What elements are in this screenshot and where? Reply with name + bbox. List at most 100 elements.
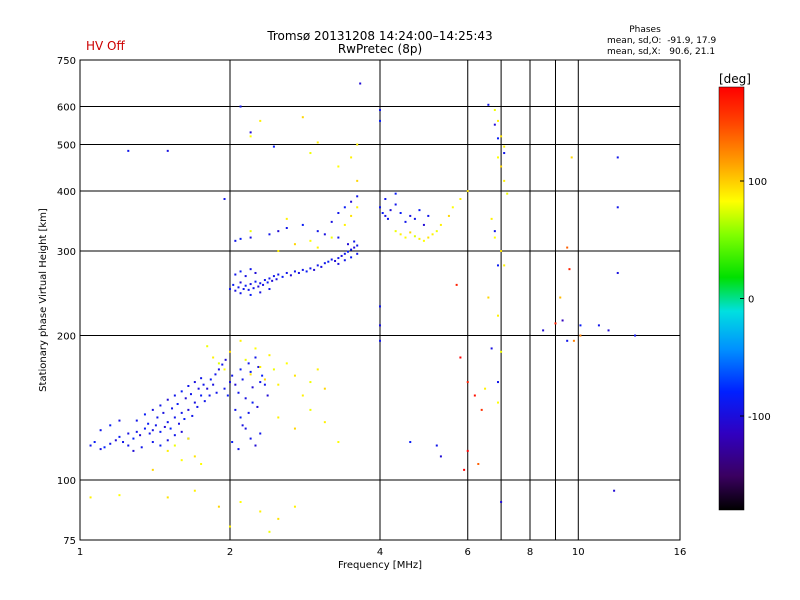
echo-point (184, 397, 187, 400)
echo-point (459, 198, 462, 201)
echo-point (350, 248, 353, 251)
echo-point (239, 237, 242, 240)
echo-point (118, 435, 121, 438)
echo-point (229, 350, 231, 353)
echo-point (570, 156, 573, 159)
echo-point (249, 236, 252, 239)
echo-point (263, 383, 266, 386)
echo-point (506, 192, 509, 195)
echo-point (200, 394, 203, 397)
echo-point (418, 237, 421, 240)
echo-point (394, 203, 397, 206)
echo-point (234, 273, 237, 276)
echo-point (173, 394, 176, 397)
echo-point (386, 217, 389, 220)
echo-point (259, 381, 262, 384)
echo-point (266, 281, 269, 284)
echo-point (566, 246, 569, 249)
echo-point (293, 427, 296, 430)
echo-point (122, 441, 125, 444)
grid-lines (80, 60, 680, 540)
echo-point (247, 362, 250, 365)
echo-point (487, 296, 490, 299)
echo-point (259, 432, 262, 435)
echo-point (490, 217, 493, 220)
echo-point (439, 455, 442, 458)
echo-point (309, 408, 312, 411)
echo-point (379, 324, 381, 327)
echo-point (277, 517, 280, 520)
echo-point (496, 401, 499, 404)
echo-point (229, 288, 231, 291)
echo-point (346, 243, 349, 246)
echo-point (127, 432, 130, 435)
echo-point (493, 236, 496, 239)
echo-point (239, 416, 242, 419)
echo-point (350, 200, 353, 203)
echo-point (244, 275, 247, 278)
y-tick-label: 600 (57, 103, 76, 114)
echo-point (268, 288, 271, 291)
echo-point (500, 165, 503, 168)
echo-point (193, 381, 196, 384)
echo-point (561, 319, 564, 322)
echo-point (241, 424, 244, 427)
echo-point (413, 217, 416, 220)
echo-point (176, 403, 179, 406)
echo-point (229, 525, 231, 528)
x-tick-label: 16 (674, 547, 687, 558)
echo-point (409, 441, 412, 444)
echo-point (496, 137, 499, 140)
echo-point (356, 195, 359, 198)
x-tick-label: 10 (572, 547, 585, 558)
echo-point (239, 292, 242, 295)
echo-point (579, 324, 582, 327)
echo-point (316, 368, 319, 371)
echo-point (480, 408, 483, 411)
echo-point (356, 206, 359, 209)
echo-point (301, 394, 304, 397)
scatter-points (89, 82, 637, 533)
echo-point (217, 368, 220, 371)
echo-point (254, 356, 257, 359)
echo-point (234, 239, 237, 242)
echo-point (187, 384, 190, 387)
echo-point (237, 391, 240, 394)
echo-point (226, 394, 229, 397)
echo-point (143, 427, 146, 430)
echo-point (323, 233, 326, 236)
echo-point (259, 282, 262, 285)
echo-point (163, 425, 166, 428)
echo-point (616, 156, 619, 159)
echo-point (191, 414, 194, 417)
phase-info-x-mode: mean, sd,X: 90.6, 21.1 (607, 47, 715, 57)
phase-info-heading: Phases (629, 25, 661, 35)
echo-point (566, 339, 569, 342)
echo-point (493, 123, 496, 126)
echo-point (496, 119, 499, 122)
echo-point (259, 510, 262, 513)
echo-point (439, 223, 442, 226)
echo-point (244, 284, 247, 287)
echo-point (500, 350, 503, 353)
echo-point (263, 378, 266, 381)
echo-point (503, 179, 506, 182)
echo-point (316, 141, 319, 144)
echo-point (607, 329, 610, 332)
echo-point (200, 377, 203, 380)
echo-point (343, 252, 346, 255)
echo-point (281, 275, 284, 278)
echo-point (484, 387, 487, 390)
echo-point (244, 358, 247, 361)
echo-point (277, 383, 280, 386)
echo-point (151, 441, 154, 444)
echo-point (346, 250, 349, 253)
y-tick-label: 500 (57, 141, 76, 152)
echo-point (463, 468, 466, 471)
echo-point (254, 280, 257, 283)
echo-point (159, 430, 162, 433)
echo-point (183, 418, 186, 421)
x-tick-label: 6 (465, 547, 471, 558)
echo-point (206, 345, 209, 348)
